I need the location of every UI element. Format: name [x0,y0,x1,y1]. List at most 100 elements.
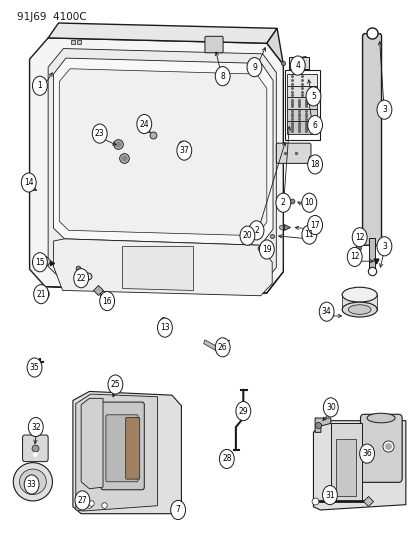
Text: 37: 37 [179,146,189,155]
Circle shape [92,124,107,143]
Text: 24: 24 [139,119,149,128]
Text: 7: 7 [175,505,180,514]
Circle shape [28,417,43,437]
Circle shape [322,486,337,505]
Text: 21: 21 [36,289,46,298]
Circle shape [323,398,337,417]
FancyBboxPatch shape [204,36,223,53]
Text: 13: 13 [160,323,169,332]
Circle shape [290,56,304,75]
Polygon shape [81,398,103,489]
Circle shape [347,247,361,266]
Text: 29: 29 [238,407,247,416]
FancyBboxPatch shape [287,86,316,98]
Text: 15: 15 [35,258,45,266]
Text: 12: 12 [349,253,358,261]
Text: 10: 10 [304,198,313,207]
Circle shape [100,292,114,311]
Text: 91J69  4100C: 91J69 4100C [17,12,87,22]
Text: 28: 28 [221,455,231,463]
Polygon shape [289,56,307,70]
Circle shape [275,193,290,212]
Text: 6: 6 [312,120,317,130]
Text: 1: 1 [38,81,42,90]
Text: 30: 30 [325,403,335,412]
Polygon shape [53,239,271,296]
Text: 2: 2 [254,226,258,235]
Text: 25: 25 [110,380,120,389]
FancyBboxPatch shape [287,74,316,86]
Polygon shape [59,69,266,236]
FancyBboxPatch shape [287,122,316,134]
Circle shape [351,228,366,247]
Text: 31: 31 [324,490,334,499]
Polygon shape [45,272,282,293]
Text: 11: 11 [304,230,313,239]
Text: 2: 2 [280,198,285,207]
FancyBboxPatch shape [368,238,375,268]
Polygon shape [266,28,282,64]
Circle shape [359,444,374,463]
Circle shape [108,375,123,394]
FancyBboxPatch shape [287,109,316,122]
Circle shape [176,141,191,160]
Circle shape [74,269,88,288]
Circle shape [170,500,185,520]
Circle shape [249,221,263,240]
Text: 33: 33 [27,480,36,489]
Circle shape [240,226,254,245]
Text: 23: 23 [95,129,104,138]
Polygon shape [29,38,282,293]
Circle shape [21,173,36,192]
Text: 27: 27 [77,496,87,505]
Circle shape [219,449,234,469]
Text: 36: 36 [361,449,371,458]
Polygon shape [203,340,221,353]
Circle shape [157,318,172,337]
Ellipse shape [159,318,167,333]
Circle shape [301,193,316,212]
Text: 12: 12 [354,233,363,242]
Text: 3: 3 [381,242,386,251]
Circle shape [305,87,320,106]
Text: 9: 9 [252,63,256,71]
Circle shape [215,67,230,86]
Ellipse shape [347,305,370,314]
Text: 14: 14 [24,178,33,187]
Ellipse shape [13,463,52,501]
Polygon shape [314,418,330,432]
FancyBboxPatch shape [341,294,376,310]
Circle shape [376,237,391,256]
Text: 19: 19 [261,245,271,254]
Circle shape [24,475,39,494]
Text: 18: 18 [310,160,319,169]
Polygon shape [73,391,181,514]
FancyBboxPatch shape [106,415,138,482]
FancyBboxPatch shape [22,435,48,462]
Circle shape [376,100,391,119]
Polygon shape [53,58,272,245]
Polygon shape [122,246,192,290]
Circle shape [307,155,322,174]
Ellipse shape [341,287,376,302]
FancyBboxPatch shape [288,57,308,69]
Text: 20: 20 [242,231,252,240]
Text: 22: 22 [76,273,85,282]
Polygon shape [48,23,276,43]
Text: 35: 35 [30,363,39,372]
Circle shape [137,115,151,134]
Polygon shape [48,49,275,285]
Text: 5: 5 [310,92,315,101]
FancyBboxPatch shape [330,423,361,502]
Circle shape [32,253,47,272]
Circle shape [307,215,322,235]
Circle shape [247,58,261,77]
Circle shape [235,401,250,421]
Circle shape [33,285,48,304]
FancyBboxPatch shape [287,98,316,109]
Ellipse shape [366,413,394,423]
Text: 3: 3 [381,105,386,114]
Circle shape [27,358,42,377]
FancyBboxPatch shape [126,417,140,479]
Polygon shape [313,421,405,510]
